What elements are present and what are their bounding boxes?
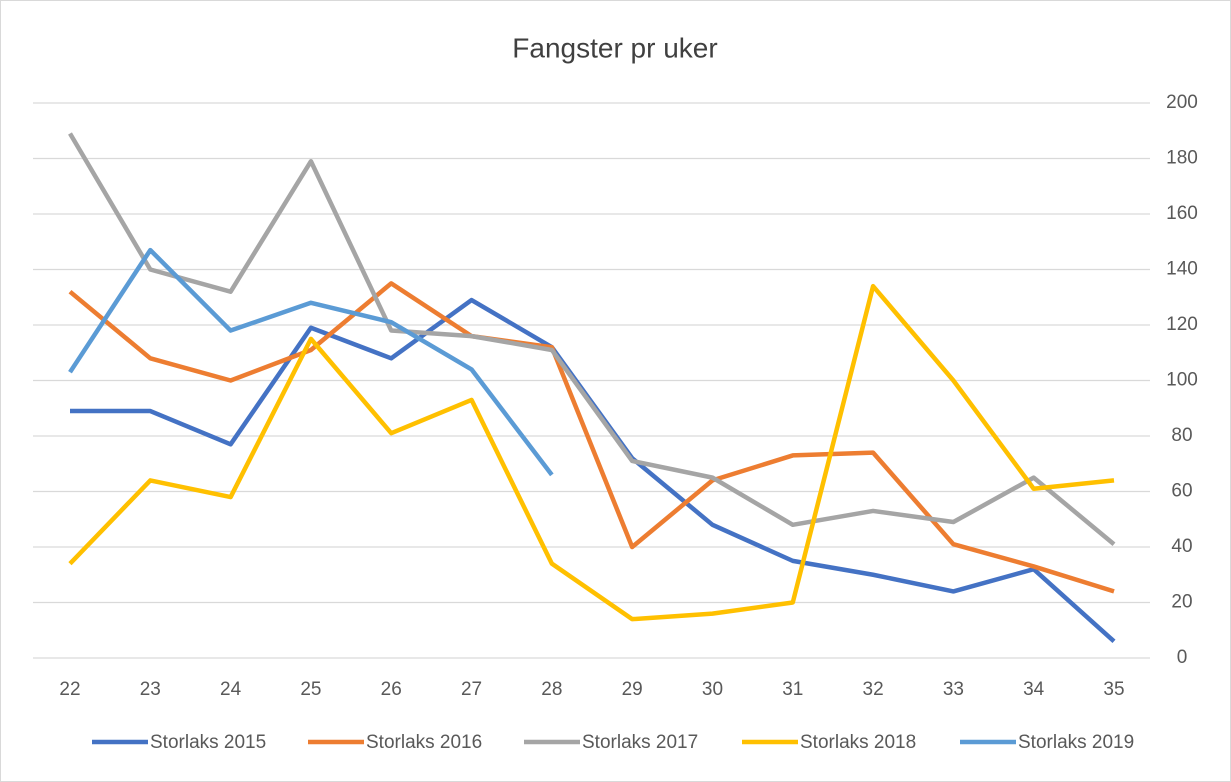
x-tick-label: 31 [782, 679, 803, 700]
series-line [68, 247, 554, 477]
x-tick-label: 22 [59, 679, 80, 700]
y-tick-label: 40 [1171, 536, 1192, 557]
legend-label: Storlaks 2018 [800, 732, 916, 753]
x-tick-label: 30 [702, 679, 723, 700]
y-tick-label: 20 [1171, 592, 1192, 613]
legend-label: Storlaks 2015 [150, 732, 266, 753]
y-tick-label: 60 [1171, 481, 1192, 502]
series-line [68, 132, 1116, 546]
x-tick-label: 27 [461, 679, 482, 700]
x-tick-label: 32 [863, 679, 884, 700]
y-tick-label: 80 [1171, 425, 1192, 446]
x-tick-label: 25 [300, 679, 321, 700]
x-tick-label: 28 [541, 679, 562, 700]
x-tick-label: 34 [1023, 679, 1045, 700]
x-tick-label: 33 [943, 679, 964, 700]
legend-label: Storlaks 2019 [1018, 732, 1134, 753]
legend-label: Storlaks 2016 [366, 732, 482, 753]
x-tick-label: 29 [622, 679, 643, 700]
x-tick-label: 23 [140, 679, 161, 700]
x-tick-label: 24 [220, 679, 242, 700]
y-tick-label: 160 [1166, 203, 1198, 224]
legend-label: Storlaks 2017 [582, 732, 698, 753]
y-tick-label: 200 [1166, 92, 1198, 113]
y-tick-label: 180 [1166, 148, 1198, 169]
x-tick-label: 35 [1103, 679, 1124, 700]
x-tick-label: 26 [381, 679, 402, 700]
y-tick-label: 0 [1177, 647, 1188, 668]
series-line [68, 283, 1115, 622]
y-tick-label: 120 [1166, 314, 1198, 335]
y-tick-label: 140 [1166, 259, 1198, 280]
chart-title: Fangster pr uker [512, 32, 717, 63]
series-line [68, 281, 1115, 594]
y-tick-label: 100 [1166, 370, 1198, 391]
